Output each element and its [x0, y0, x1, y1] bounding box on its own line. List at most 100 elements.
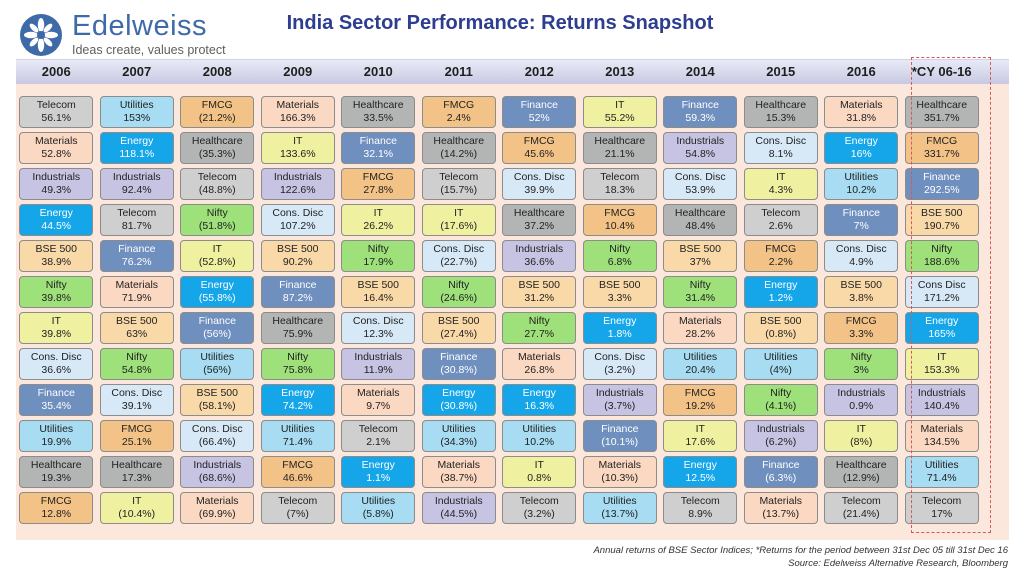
sector-name: Energy	[603, 315, 637, 327]
sector-tile: FMCG 3.3%	[824, 312, 899, 344]
sector-tile: BSE 500 (27.4%)	[421, 312, 496, 344]
sector-tile: Materials 134.5%	[904, 420, 979, 452]
sector-return: 27.7%	[524, 328, 555, 340]
sector-name: IT	[937, 351, 947, 363]
sector-name: Finance	[923, 171, 961, 183]
sector-name: Industrials	[32, 171, 81, 183]
sector-name: Cons. Disc	[272, 207, 324, 219]
sector-return: 35.4%	[41, 400, 72, 412]
sector-name: Finance	[520, 99, 558, 111]
sector-name: Healthcare	[111, 459, 163, 471]
sector-tile: Cons. Disc 8.1%	[743, 132, 818, 164]
sector-name: Healthcare	[835, 459, 887, 471]
sector-name: Finance	[681, 99, 719, 111]
footnote-line-1: Annual returns of BSE Sector Indices; *R…	[593, 545, 1008, 556]
sector-name: BSE 500	[760, 315, 802, 327]
sector-tile: Cons. Disc 12.3%	[341, 312, 416, 344]
sector-tile: Cons. Disc 39.1%	[99, 384, 174, 416]
sector-tile: Industrials (6.2%)	[743, 420, 818, 452]
sector-return: (15.7%)	[440, 184, 478, 196]
sector-return: (24.6%)	[440, 292, 478, 304]
sector-tile: Healthcare 37.2%	[502, 204, 577, 236]
logo-wordmark: Edelweiss	[72, 10, 208, 42]
sector-name: IT	[856, 423, 866, 435]
sector-name: Industrials	[193, 459, 242, 471]
sector-name: Healthcare	[191, 135, 243, 147]
sector-return: 15.3%	[765, 112, 796, 124]
returns-grid: Telecom 56.1% Materials 52.8% Industrials 49.…	[16, 84, 1009, 540]
sector-return: 9.7%	[366, 400, 391, 412]
logo-tagline: Ideas create, values protect	[72, 43, 226, 57]
sector-return: (68.6%)	[198, 472, 236, 484]
sector-name: Materials	[598, 459, 642, 471]
sector-return: 39.8%	[41, 328, 72, 340]
sector-name: Materials	[437, 459, 481, 471]
sector-tile: Utilities (56%)	[180, 348, 255, 380]
sector-name: Cons. Disc	[111, 387, 163, 399]
sector-name: Utilities	[844, 171, 879, 183]
sector-tile: Industrials 11.9%	[341, 348, 416, 380]
sector-name: Industrials	[434, 495, 483, 507]
sector-name: Utilities	[522, 423, 557, 435]
sector-tile: Nifty 75.8%	[260, 348, 335, 380]
sector-return: (13.7%)	[762, 508, 800, 520]
sector-return: 26.2%	[363, 220, 394, 232]
sector-tile: IT 55.2%	[582, 96, 657, 128]
sector-return: (3.2%)	[523, 508, 555, 520]
sector-name: Industrials	[837, 387, 886, 399]
sector-return: 17.9%	[363, 256, 394, 268]
sector-name: FMCG	[604, 207, 636, 219]
sector-return: 10.4%	[604, 220, 635, 232]
sector-tile: Materials (38.7%)	[421, 456, 496, 488]
sector-return: 20.4%	[685, 364, 716, 376]
sector-return: 52.8%	[41, 148, 72, 160]
sector-return: 11.9%	[363, 364, 393, 376]
sector-name: Cons. Disc	[594, 351, 646, 363]
sector-return: 18.3%	[604, 184, 635, 196]
sector-return: 3.8%	[849, 292, 874, 304]
sector-name: Industrials	[515, 243, 564, 255]
sector-name: Energy	[764, 279, 798, 291]
sector-name: Nifty	[448, 279, 470, 291]
sector-return: 45.6%	[524, 148, 555, 160]
sector-name: BSE 500	[196, 387, 238, 399]
sector-tile: Energy (55.8%)	[180, 276, 255, 308]
sector-return: (4.1%)	[765, 400, 797, 412]
sector-return: 92.4%	[121, 184, 152, 196]
sector-name: Cons. Disc	[835, 243, 887, 255]
sector-name: Finance	[198, 315, 236, 327]
sector-tile: Energy 16%	[824, 132, 899, 164]
sector-tile: Energy 16.3%	[502, 384, 577, 416]
sector-name: Cons. Disc	[30, 351, 82, 363]
sector-name: Materials	[839, 99, 883, 111]
year-header-5: 2010	[363, 64, 393, 79]
sector-return: 165%	[928, 328, 956, 340]
sector-tile: Energy 44.5%	[19, 204, 94, 236]
sector-tile: Energy 1.1%	[341, 456, 416, 488]
sector-name: Energy	[925, 315, 959, 327]
sector-tile: Finance (10.1%)	[582, 420, 657, 452]
year-header-10: 2015	[766, 64, 796, 79]
sector-tile: Cons Disc 171.2%	[904, 276, 979, 308]
year-header-2: 2007	[122, 64, 152, 79]
sector-tile: Materials 31.8%	[824, 96, 899, 128]
sector-name: Healthcare	[30, 459, 82, 471]
sector-return: (7%)	[286, 508, 309, 520]
sector-return: (17.6%)	[440, 220, 478, 232]
sector-name: Energy	[442, 387, 476, 399]
sector-name: Industrials	[273, 171, 322, 183]
sector-return: 10.2%	[846, 184, 877, 196]
sector-tile: Cons. Disc (3.2%)	[582, 348, 657, 380]
sector-return: 28.2%	[685, 328, 716, 340]
sector-name: Healthcare	[916, 99, 968, 111]
sector-name: Utilities	[119, 99, 154, 111]
sector-return: 2.2%	[768, 256, 793, 268]
sector-name: Cons. Disc	[191, 423, 243, 435]
sector-tile: Nifty 188.6%	[904, 240, 979, 272]
sector-return: 7%	[853, 220, 869, 232]
sector-tile: Healthcare (14.2%)	[421, 132, 496, 164]
sector-tile: Utilities 153%	[99, 96, 174, 128]
sector-tile: Energy 118.1%	[99, 132, 174, 164]
sector-name: FMCG	[845, 315, 877, 327]
sector-name: Healthcare	[433, 135, 485, 147]
